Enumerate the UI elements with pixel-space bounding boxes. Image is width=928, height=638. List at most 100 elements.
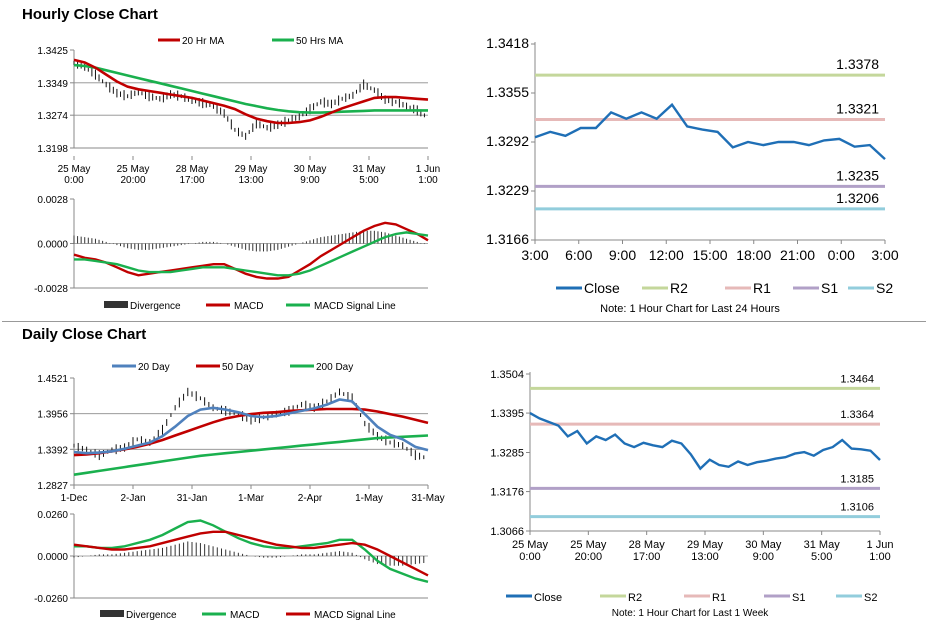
- hourly-legend-label: 50 Hrs MA: [296, 36, 344, 47]
- daily-price-y-tick-label: 1.3956: [37, 410, 68, 421]
- hourly-macd-legend-label: MACD: [234, 301, 263, 312]
- daily-price-x-tick-label: 1-Mar: [238, 493, 265, 504]
- daily-macd-legend-label: MACD: [230, 610, 259, 621]
- hourly-legend-label: 20 Hr MA: [182, 36, 225, 47]
- daily-legend-label: 50 Day: [222, 362, 254, 373]
- weekly-legend-label: R1: [712, 592, 726, 604]
- daily-price-x-tick-label: 2-Apr: [298, 493, 323, 504]
- hourly-24h-y-tick-label: 1.3355: [486, 84, 529, 100]
- hourly-macd-line-macd-signal-line: [74, 231, 429, 277]
- hourly-24h-x-tick-label: 0:00: [828, 247, 855, 263]
- hourly-24h-level-label-r1: 1.3321: [836, 100, 879, 116]
- hourly-24h-legend-label: S2: [876, 280, 893, 296]
- hourly-24h-x-tick-label: 18:00: [736, 247, 771, 263]
- daily-price-x-tick-label: 2-Jan: [120, 493, 145, 504]
- hourly-24h-level-label-s2: 1.3206: [836, 190, 879, 206]
- daily-macd-y-tick-label: 0.0260: [37, 510, 68, 521]
- hourly-price-x-tick-label: 25 May 20:00: [117, 164, 150, 186]
- weekly-y-tick-label: 1.3504: [490, 369, 524, 381]
- daily-price-x-tick-label: 1-May: [355, 493, 383, 504]
- daily-legend-label: 20 Day: [138, 362, 170, 373]
- hourly-price-x-tick-label: 25 May 0:00: [58, 164, 91, 186]
- hourly-price-line-50-hrs-ma: [73, 63, 428, 114]
- hourly-24h-legend-label: R1: [753, 280, 771, 296]
- daily-price-y-tick-label: 1.3392: [37, 445, 68, 456]
- hourly-macd-y-tick-label: 0.0028: [37, 195, 68, 206]
- hourly-macd-legend-label: Divergence: [130, 301, 181, 312]
- hourly-price-x-tick-label: 28 May 17:00: [176, 164, 209, 186]
- daily-price-line-20-day: [73, 398, 429, 455]
- weekly-x-tick-label: 25 May 20:00: [570, 539, 607, 563]
- weekly-legend-label: S1: [792, 592, 805, 604]
- weekly-x-tick-label: 1 Jun 1:00: [867, 539, 894, 563]
- weekly-level-label-r1: 1.3364: [840, 409, 874, 421]
- hourly-macd-line-macd: [73, 221, 429, 280]
- weekly-y-tick-label: 1.3395: [490, 408, 524, 420]
- hourly-24h-y-tick-label: 1.3292: [486, 133, 529, 149]
- daily-price-y-tick-label: 1.4521: [37, 374, 68, 385]
- weekly-x-tick-label: 31 May 5:00: [804, 539, 841, 563]
- weekly-legend-label: Close: [534, 592, 562, 604]
- section-divider: [2, 321, 926, 322]
- hourly-24h-x-tick-label: 15:00: [692, 247, 727, 263]
- hourly-price-y-tick-label: 1.3274: [37, 111, 68, 122]
- daily-macd-legend-label: Divergence: [126, 610, 177, 621]
- hourly-macd-y-tick-label: -0.0028: [34, 284, 68, 295]
- hourly-24h-level-label-s1: 1.3235: [836, 167, 879, 183]
- hourly-24h-x-tick-label: 3:00: [871, 247, 898, 263]
- daily-macd-legend-label: MACD Signal Line: [314, 610, 396, 621]
- hourly-24h-close-line: [534, 102, 886, 160]
- daily-chart-title: Daily Close Chart: [22, 326, 147, 343]
- hourly-price-line-20-hr-ma: [73, 58, 429, 125]
- hourly-price-x-tick-label: 29 May 13:00: [235, 164, 268, 186]
- daily-macd-line-macd: [74, 519, 429, 583]
- weekly-y-tick-label: 1.3176: [490, 487, 524, 499]
- daily-price-line-200-day: [73, 434, 429, 476]
- hourly-24h-x-tick-label: 3:00: [521, 247, 548, 263]
- hourly-24h-legend-label: S1: [821, 280, 838, 296]
- weekly-x-tick-label: 29 May 13:00: [687, 539, 724, 563]
- hourly-macd-legend-swatch: [104, 301, 128, 308]
- hourly-24h-legend-label: R2: [670, 280, 688, 296]
- weekly-y-tick-label: 1.3285: [490, 448, 524, 460]
- daily-price-x-tick-label: 1-Dec: [61, 493, 88, 504]
- daily-macd-line-macd-signal-line: [73, 530, 429, 577]
- hourly-price-x-tick-label: 31 May 5:00: [353, 164, 386, 186]
- hourly-price-y-tick-label: 1.3349: [37, 79, 68, 90]
- hourly-price-y-tick-label: 1.3425: [37, 46, 68, 57]
- hourly-24h-x-tick-label: 6:00: [565, 247, 592, 263]
- hourly-macd-y-tick-label: 0.0000: [37, 240, 68, 251]
- weekly-y-tick-label: 1.3066: [490, 526, 524, 538]
- daily-price-y-tick-label: 1.2827: [37, 481, 68, 492]
- hourly-24h-note: Note: 1 Hour Chart for Last 24 Hours: [600, 303, 780, 315]
- hourly-24h-x-tick-label: 9:00: [609, 247, 636, 263]
- hourly-24h-x-tick-label: 21:00: [780, 247, 815, 263]
- weekly-x-tick-label: 28 May 17:00: [629, 539, 666, 563]
- daily-legend-label: 200 Day: [316, 362, 353, 373]
- hourly-24h-y-tick-label: 1.3229: [486, 182, 529, 198]
- hourly-chart-title: Hourly Close Chart: [22, 6, 158, 23]
- hourly-24h-legend-label: Close: [584, 280, 620, 296]
- hourly-price-y-tick-label: 1.3198: [37, 144, 68, 155]
- weekly-level-label-r2: 1.3464: [840, 373, 874, 385]
- weekly-note: Note: 1 Hour Chart for Last 1 Week: [611, 608, 769, 619]
- hourly-24h-level-label-r2: 1.3378: [836, 56, 879, 72]
- weekly-level-label-s2: 1.3106: [840, 502, 874, 514]
- hourly-price-x-tick-label: 30 May 9:00: [294, 164, 327, 186]
- weekly-x-tick-label: 30 May 9:00: [745, 539, 782, 563]
- daily-macd-legend-swatch: [100, 610, 124, 617]
- weekly-legend-label: S2: [864, 592, 877, 604]
- hourly-macd-legend-label: MACD Signal Line: [314, 301, 396, 312]
- hourly-price-x-tick-label: 1 Jun 1:00: [416, 164, 440, 186]
- daily-macd-y-tick-label: 0.0000: [37, 552, 68, 563]
- weekly-legend-label: R2: [628, 592, 642, 604]
- weekly-close-line: [529, 412, 881, 471]
- daily-macd-y-tick-label: -0.0260: [34, 594, 68, 605]
- hourly-24h-x-tick-label: 12:00: [649, 247, 684, 263]
- daily-price-x-tick-label: 31-May: [411, 493, 444, 504]
- hourly-24h-y-tick-label: 1.3418: [486, 35, 529, 51]
- weekly-level-label-s1: 1.3185: [840, 473, 874, 485]
- daily-price-x-tick-label: 31-Jan: [177, 493, 208, 504]
- hourly-24h-y-tick-label: 1.3166: [486, 231, 529, 247]
